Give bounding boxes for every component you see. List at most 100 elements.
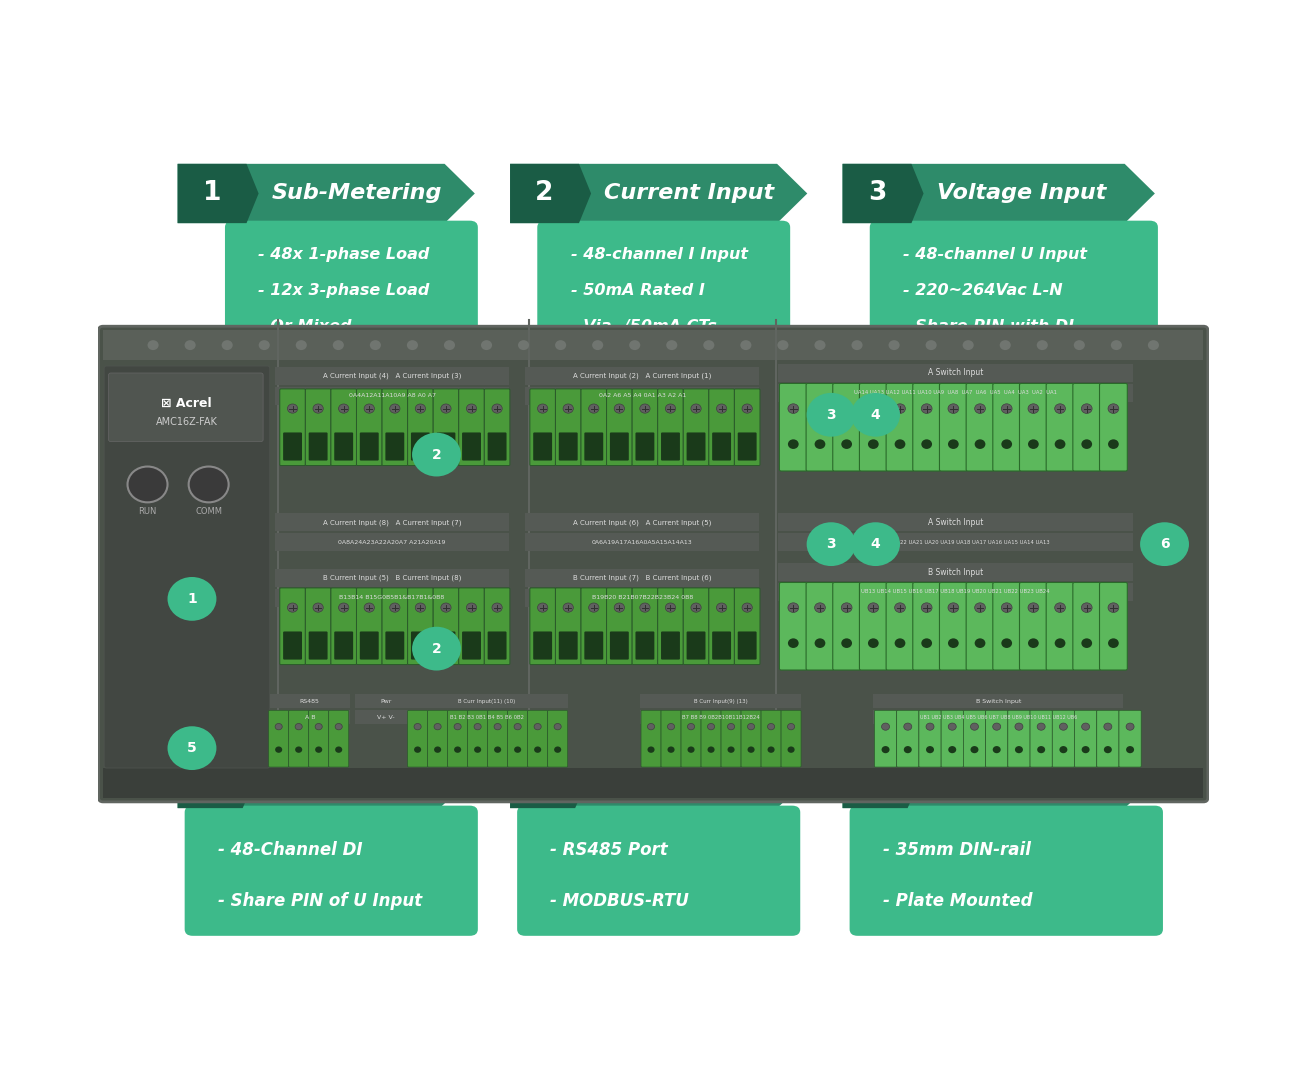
Circle shape — [777, 340, 789, 350]
Bar — [874, 710, 1123, 724]
Circle shape — [441, 603, 451, 612]
Circle shape — [629, 340, 641, 350]
Text: 3: 3 — [868, 181, 887, 207]
FancyBboxPatch shape — [555, 587, 581, 664]
Text: - Plate Mounted: - Plate Mounted — [883, 892, 1032, 911]
FancyBboxPatch shape — [1019, 383, 1048, 471]
FancyBboxPatch shape — [462, 631, 481, 659]
FancyBboxPatch shape — [1046, 383, 1074, 471]
Bar — [276, 533, 508, 551]
FancyBboxPatch shape — [488, 432, 507, 460]
Circle shape — [1001, 440, 1013, 449]
Text: B Switch Input: B Switch Input — [976, 699, 1020, 704]
FancyBboxPatch shape — [408, 587, 433, 664]
Circle shape — [868, 403, 879, 413]
Text: - MODBUS-RTU: - MODBUS-RTU — [550, 892, 689, 911]
Circle shape — [894, 602, 905, 612]
FancyBboxPatch shape — [734, 388, 760, 465]
Circle shape — [295, 340, 307, 350]
FancyBboxPatch shape — [966, 582, 994, 670]
Text: 4: 4 — [871, 537, 880, 551]
FancyBboxPatch shape — [859, 582, 887, 670]
Circle shape — [1108, 403, 1119, 413]
Bar — [525, 367, 759, 385]
Circle shape — [454, 747, 462, 753]
Circle shape — [962, 340, 974, 350]
FancyBboxPatch shape — [332, 388, 356, 465]
FancyBboxPatch shape — [385, 432, 404, 460]
FancyBboxPatch shape — [308, 710, 329, 767]
Text: B13B14 B15G0B5B1&B17B1&0B8: B13B14 B15G0B5B1&B17B1&0B8 — [339, 595, 445, 600]
Circle shape — [412, 627, 462, 671]
FancyBboxPatch shape — [283, 631, 302, 659]
FancyBboxPatch shape — [940, 582, 967, 670]
Circle shape — [1036, 340, 1048, 350]
Circle shape — [287, 603, 298, 612]
Circle shape — [1082, 746, 1089, 753]
FancyBboxPatch shape — [781, 710, 801, 767]
Circle shape — [1001, 403, 1013, 413]
Circle shape — [868, 639, 879, 648]
Circle shape — [806, 522, 855, 566]
FancyBboxPatch shape — [913, 383, 941, 471]
FancyBboxPatch shape — [283, 432, 302, 460]
Circle shape — [894, 639, 905, 648]
Circle shape — [1037, 746, 1045, 753]
Text: - 12x 3-phase Load: - 12x 3-phase Load — [259, 284, 429, 299]
Circle shape — [707, 723, 715, 730]
FancyBboxPatch shape — [559, 631, 577, 659]
FancyBboxPatch shape — [660, 432, 680, 460]
FancyBboxPatch shape — [530, 388, 555, 465]
FancyBboxPatch shape — [993, 383, 1021, 471]
FancyBboxPatch shape — [887, 383, 914, 471]
Circle shape — [666, 603, 676, 612]
FancyBboxPatch shape — [1100, 383, 1127, 471]
FancyBboxPatch shape — [741, 710, 760, 767]
FancyBboxPatch shape — [636, 631, 654, 659]
FancyBboxPatch shape — [462, 432, 481, 460]
Circle shape — [517, 340, 529, 350]
Text: - Share PIN with DI: - Share PIN with DI — [903, 319, 1074, 334]
Circle shape — [922, 602, 932, 612]
Circle shape — [767, 723, 775, 730]
FancyBboxPatch shape — [684, 388, 709, 465]
FancyBboxPatch shape — [584, 631, 603, 659]
FancyBboxPatch shape — [686, 432, 706, 460]
Text: RS485: RS485 — [300, 699, 320, 704]
Circle shape — [1037, 723, 1045, 730]
FancyBboxPatch shape — [701, 710, 722, 767]
Circle shape — [554, 723, 562, 730]
FancyBboxPatch shape — [382, 587, 408, 664]
Circle shape — [975, 403, 985, 413]
Circle shape — [926, 723, 933, 730]
Circle shape — [1140, 522, 1190, 566]
FancyBboxPatch shape — [459, 388, 485, 465]
FancyBboxPatch shape — [607, 587, 632, 664]
FancyBboxPatch shape — [708, 587, 734, 664]
Text: Communication: Communication — [601, 770, 784, 790]
Circle shape — [168, 577, 216, 621]
Circle shape — [971, 723, 979, 730]
Text: Pwr: Pwr — [380, 699, 391, 704]
Circle shape — [481, 340, 493, 350]
Circle shape — [888, 340, 900, 350]
FancyBboxPatch shape — [533, 631, 552, 659]
FancyBboxPatch shape — [559, 432, 577, 460]
FancyBboxPatch shape — [308, 432, 328, 460]
Circle shape — [667, 747, 675, 753]
Bar — [355, 694, 416, 708]
Circle shape — [554, 747, 562, 753]
Circle shape — [364, 404, 374, 413]
FancyBboxPatch shape — [459, 587, 485, 664]
Bar — [103, 331, 1204, 360]
FancyBboxPatch shape — [722, 710, 741, 767]
Circle shape — [1108, 639, 1119, 648]
FancyBboxPatch shape — [530, 587, 555, 664]
FancyBboxPatch shape — [712, 631, 731, 659]
Circle shape — [614, 603, 624, 612]
FancyBboxPatch shape — [737, 631, 757, 659]
Circle shape — [666, 340, 677, 350]
Text: AMC16Z-FAK: AMC16Z-FAK — [156, 416, 217, 427]
Circle shape — [716, 404, 727, 413]
Circle shape — [276, 747, 282, 753]
